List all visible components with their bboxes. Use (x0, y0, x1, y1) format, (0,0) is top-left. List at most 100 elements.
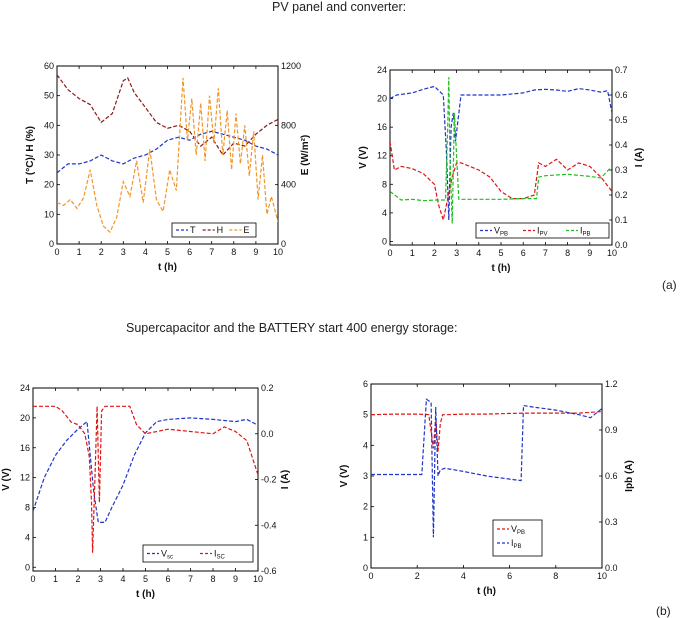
y-left-tick-label: 12 (377, 151, 387, 161)
x-tick-label: 3 (98, 574, 103, 584)
y-right-tick-label: 0.7 (615, 65, 628, 75)
x-tick-label: 10 (273, 247, 283, 257)
x-tick-label: 2 (99, 247, 104, 257)
legend-box (492, 519, 543, 557)
x-tick-label: 1 (77, 247, 82, 257)
y-left-tick-label: 1 (363, 532, 368, 542)
series-line-t (57, 130, 278, 174)
legend-label-ipb: IPB (511, 538, 522, 550)
x-tick-label: 7 (209, 247, 214, 257)
x-tick-label: 3 (454, 248, 459, 258)
y-left-tick-label: 40 (44, 120, 54, 130)
y-left-tick-label: 4 (382, 208, 387, 218)
series-line-e (57, 77, 278, 234)
legend-box (475, 222, 610, 239)
x-tick-label: 10 (607, 248, 617, 258)
y-right-tick-label: 0.5 (615, 115, 628, 125)
y-left-tick-label: 20 (377, 94, 387, 104)
y-left-tick-label: 16 (20, 443, 30, 453)
legend-label-e: E (243, 225, 249, 235)
y-right-tick-label: 0.1 (615, 215, 628, 225)
x-tick-label: 2 (415, 571, 420, 581)
x-tick-label: 8 (231, 247, 236, 257)
x-axis-label: t (h) (136, 589, 155, 600)
x-tick-label: 4 (461, 571, 466, 581)
y-right-tick-label: 400 (281, 180, 296, 190)
y-left-tick-label: 20 (20, 413, 30, 423)
figure-label-b: (b) (656, 604, 671, 618)
series-line-vpb (390, 85, 612, 221)
series-line-isc (33, 405, 258, 553)
x-tick-label: 6 (165, 574, 170, 584)
x-tick-label: 1 (410, 248, 415, 258)
y-left-tick-label: 16 (377, 122, 387, 132)
y-right-tick-label: 1200 (281, 61, 301, 71)
y-left-axis-label: V (V) (1, 468, 12, 491)
y-right-tick-label: -0.6 (261, 566, 277, 576)
series-line-ipb (371, 398, 602, 538)
y-right-tick-label: 0.6 (615, 90, 628, 100)
y-left-axis-label: V (V) (358, 146, 369, 169)
x-tick-label: 6 (507, 571, 512, 581)
y-left-tick-label: 10 (44, 209, 54, 219)
x-tick-label: 4 (143, 247, 148, 257)
y-left-tick-label: 5 (363, 410, 368, 420)
x-tick-label: 6 (521, 248, 526, 258)
y-left-tick-label: 12 (20, 473, 30, 483)
x-tick-label: 2 (75, 574, 80, 584)
y-left-axis-label: V (V) (339, 465, 350, 488)
y-left-tick-label: 0 (49, 239, 54, 249)
y-right-tick-label: 0.4 (615, 140, 628, 150)
x-tick-label: 4 (120, 574, 125, 584)
x-tick-label: 8 (565, 248, 570, 258)
x-tick-label: 0 (368, 571, 373, 581)
x-tick-label: 2 (432, 248, 437, 258)
y-left-tick-label: 0 (382, 236, 387, 246)
x-tick-label: 7 (543, 248, 548, 258)
y-left-tick-label: 4 (363, 440, 368, 450)
bottom-heading: Supercapacitor and the BATTERY start 400… (126, 321, 458, 335)
series-line-ipv (390, 141, 612, 223)
x-axis-label: t (h) (477, 586, 496, 597)
legend-label-t: T (190, 225, 196, 235)
plot-frame (56, 65, 279, 245)
y-left-tick-label: 3 (363, 471, 368, 481)
x-tick-label: 8 (553, 571, 558, 581)
y-right-tick-label: -0.4 (261, 520, 277, 530)
y-right-axis-label: I (A) (280, 470, 291, 489)
y-right-tick-label: 800 (281, 120, 296, 130)
y-right-tick-label: 1.2 (605, 379, 618, 389)
legend-label-isc: ISC (214, 549, 226, 561)
y-right-tick-label: 0.2 (615, 190, 628, 200)
x-tick-label: 6 (187, 247, 192, 257)
y-left-tick-label: 60 (44, 61, 54, 71)
series-line-ipb (390, 77, 612, 224)
y-left-tick-label: 8 (382, 179, 387, 189)
y-left-tick-label: 0 (363, 563, 368, 573)
x-tick-label: 4 (476, 248, 481, 258)
x-tick-label: 9 (587, 248, 592, 258)
y-left-tick-label: 2 (363, 502, 368, 512)
x-axis-label: t (h) (158, 262, 177, 273)
y-right-tick-label: 0.0 (605, 563, 618, 573)
x-tick-label: 0 (387, 248, 392, 258)
y-left-tick-label: 4 (25, 532, 30, 542)
y-left-tick-label: 20 (44, 180, 54, 190)
x-tick-label: 3 (121, 247, 126, 257)
plot-frame (32, 387, 259, 572)
legend-label-ipb: IPB (580, 226, 591, 238)
y-right-tick-label: 0.0 (615, 240, 628, 250)
y-left-axis-label: T (°C)/ H (%) (25, 126, 36, 184)
y-right-axis-label: I (A) (634, 148, 645, 167)
y-left-tick-label: 30 (44, 150, 54, 160)
x-tick-label: 10 (253, 574, 263, 584)
y-right-axis-label: Ipb (A) (624, 460, 635, 492)
legend: VPB IPV IPB (475, 222, 610, 239)
x-tick-label: 9 (253, 247, 258, 257)
y-left-tick-label: 24 (20, 383, 30, 393)
y-left-tick-label: 0 (25, 562, 30, 572)
x-tick-label: 0 (54, 247, 59, 257)
chart-battery: 0 2 4 6 8 10 0 1 2 3 4 5 6 0.0 0.3 0.6 0.9 1.2 t (h) V (V) I… (339, 379, 635, 597)
x-tick-label: 8 (210, 574, 215, 584)
y-left-tick-label: 8 (25, 503, 30, 513)
